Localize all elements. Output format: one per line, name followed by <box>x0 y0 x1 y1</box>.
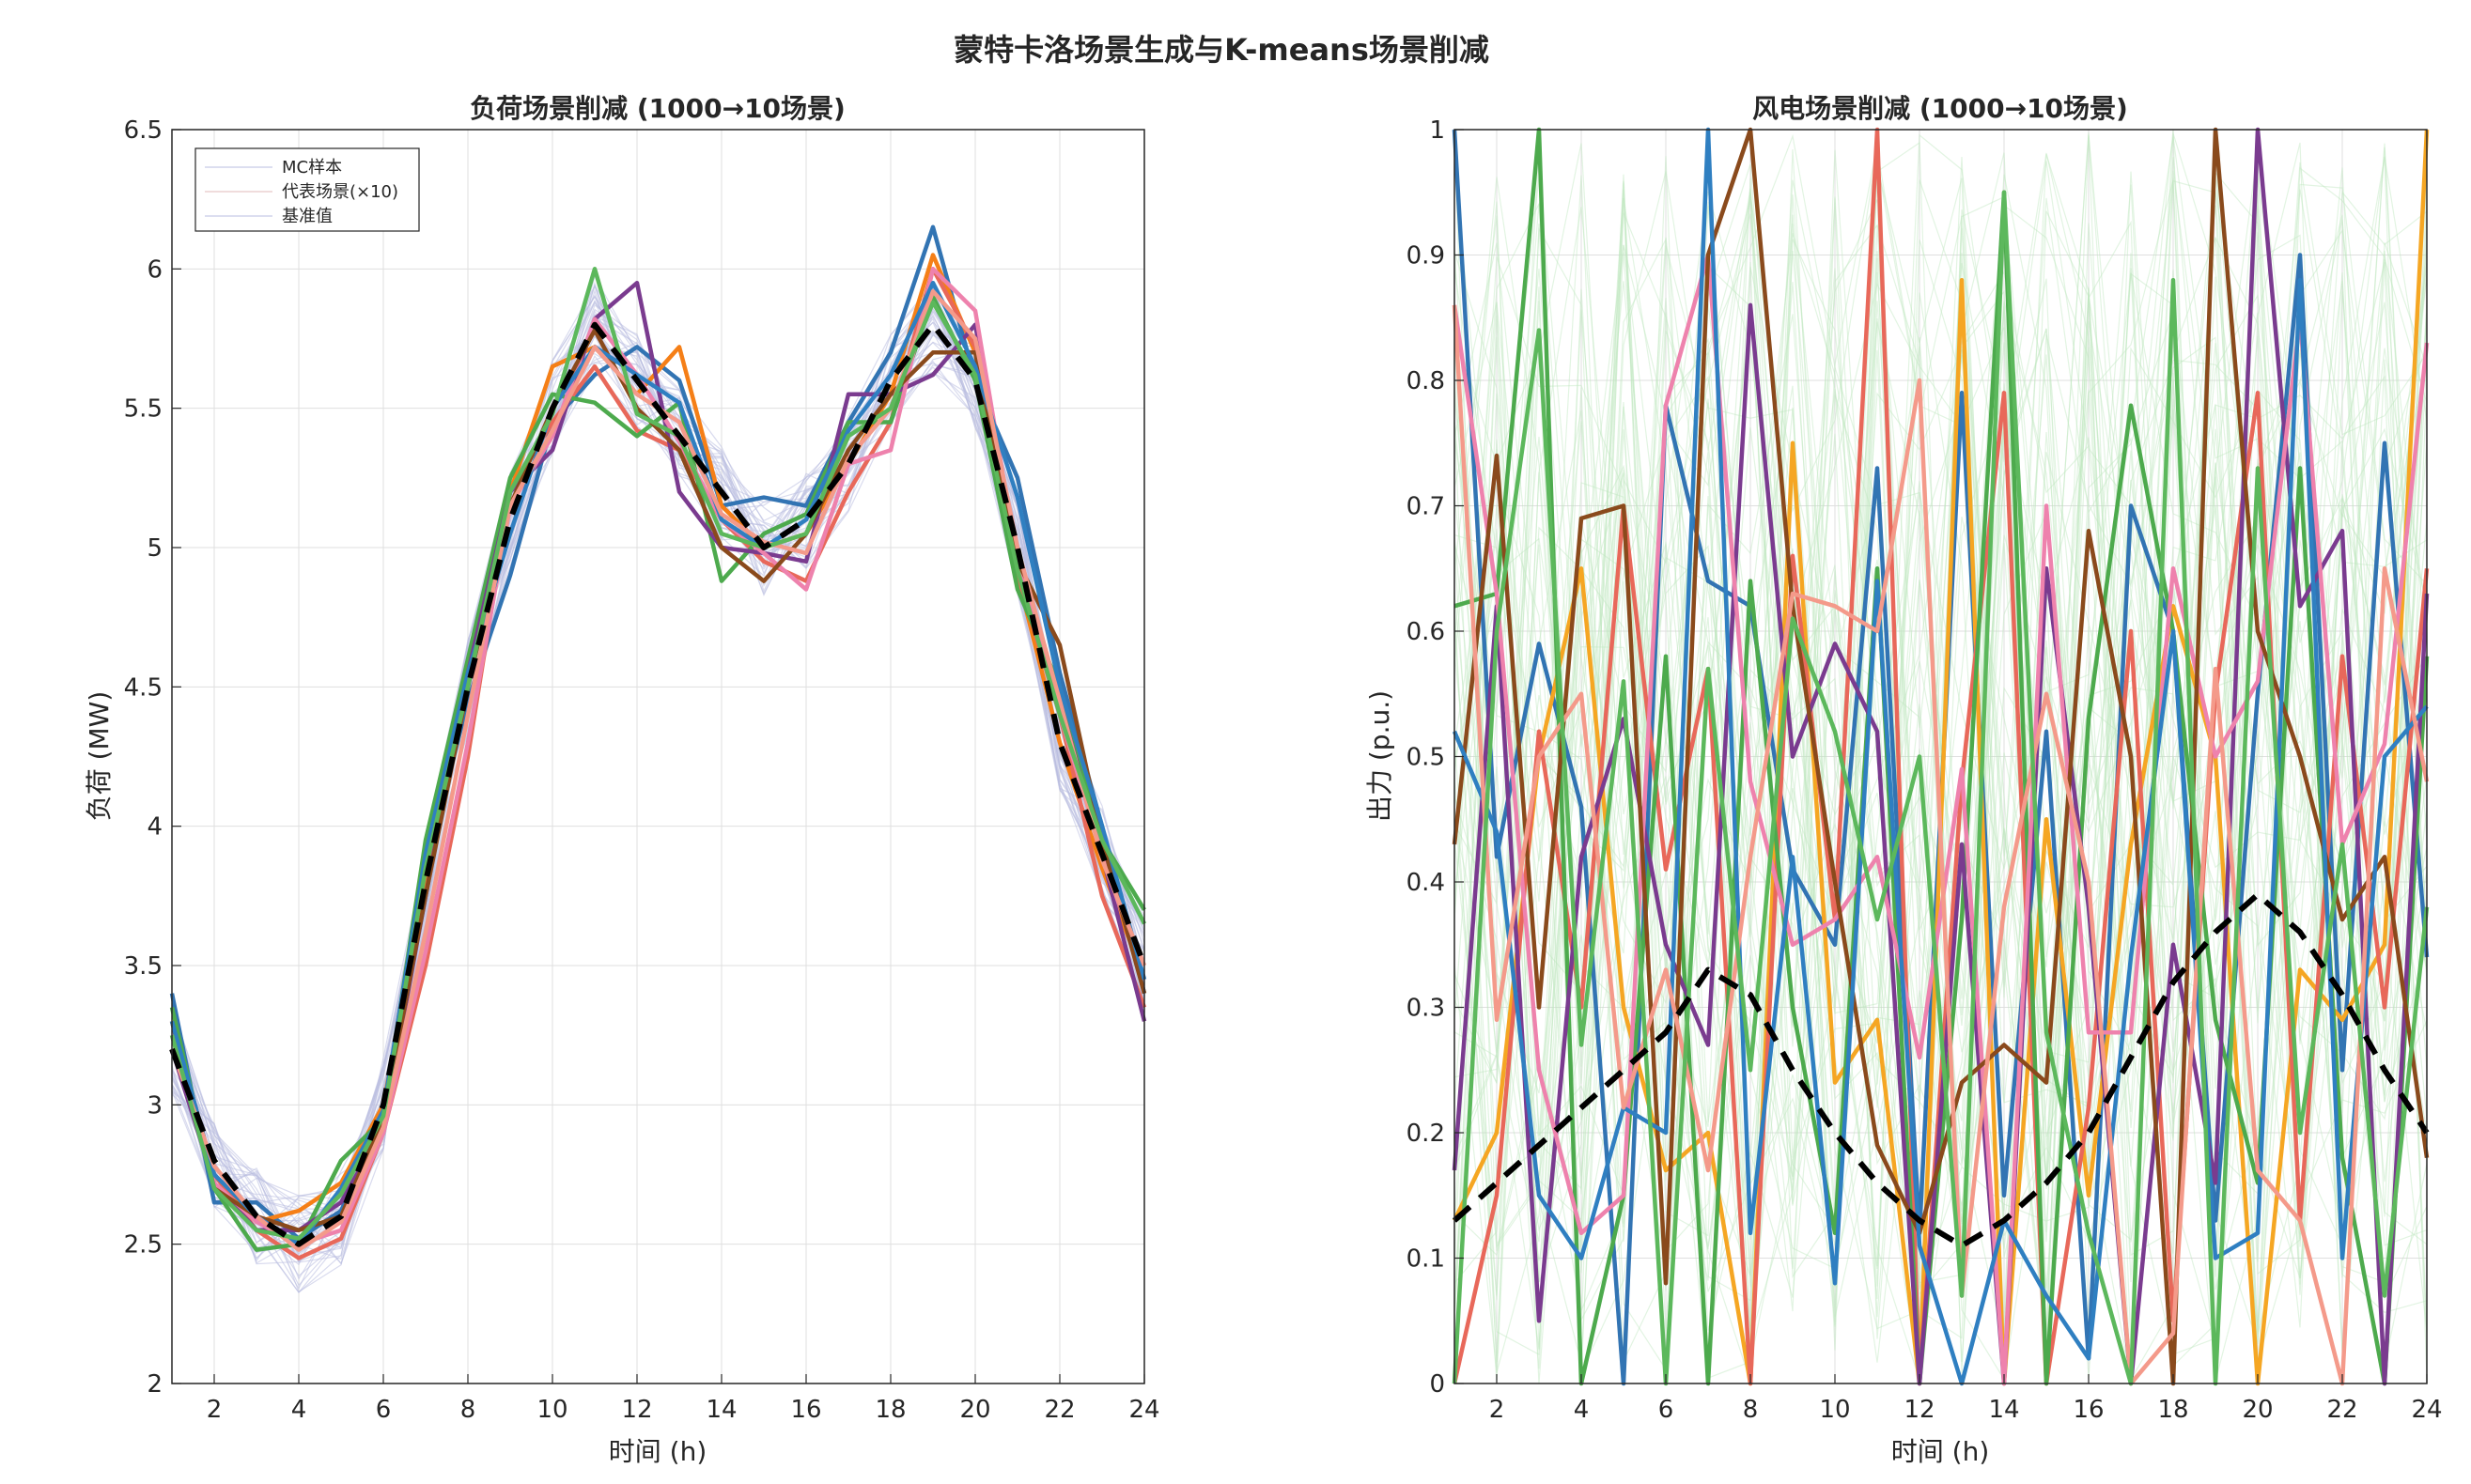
wind-scenario-line <box>1452 127 2430 1386</box>
load-y-tick-label: 2.5 <box>124 1231 163 1260</box>
wind-representative-scenarios <box>1452 127 2430 1386</box>
wind-mc-sample-line <box>1453 136 2428 1384</box>
wind-x-tick-label: 12 <box>1904 1396 1935 1424</box>
load-x-tick-label: 16 <box>790 1396 821 1424</box>
wind-x-tick-label: 18 <box>2157 1396 2188 1424</box>
wind-mc-sample-line <box>1453 165 2428 1340</box>
wind-chart: 2 4 6 8 10 12 14 16 18 20 22 2400.10.20.30.40.50.60… <box>1364 93 2443 1467</box>
wind-mc-sample-line <box>1453 236 2428 1373</box>
load-baseline-line <box>169 321 1147 1247</box>
load-chart-title: 负荷场景削减 (1000→10场景) <box>470 93 846 124</box>
wind-mc-sample-line <box>1453 156 2428 1369</box>
wind-y-tick-label: 0.9 <box>1406 242 1445 271</box>
wind-mc-sample-line <box>1453 244 2428 1355</box>
load-x-tick-label: 14 <box>706 1396 737 1424</box>
wind-mc-sample-line <box>1453 269 2428 1367</box>
wind-scenario-line <box>1452 190 2430 1386</box>
wind-x-tick-label: 4 <box>1574 1396 1590 1424</box>
load-x-tick-label: 2 <box>207 1396 223 1424</box>
wind-y-tick-label: 0.1 <box>1406 1245 1445 1274</box>
load-x-tick-label: 4 <box>291 1396 307 1424</box>
legend-label-mc: MC样本 <box>282 158 342 178</box>
load-y-tick-label: 3 <box>147 1091 163 1120</box>
load-y-tick-label: 6.5 <box>124 116 163 145</box>
load-y-tick-label: 3.5 <box>124 952 163 981</box>
wind-mc-sample-line <box>1453 133 2428 1277</box>
load-baseline <box>169 321 1147 1247</box>
load-x-tick-label: 24 <box>1128 1396 1159 1424</box>
wind-baseline-line <box>1453 891 2430 1249</box>
load-y-tick-label: 5.5 <box>124 395 163 424</box>
wind-x-tick-label: 16 <box>2073 1396 2104 1424</box>
legend-label-representative: 代表场景(×10) <box>282 182 398 202</box>
wind-y-tick-label: 0.3 <box>1406 995 1445 1023</box>
load-x-tick-label: 8 <box>460 1396 476 1424</box>
wind-y-tick-label: 0.8 <box>1406 367 1445 395</box>
wind-mc-sample-line <box>1453 232 2428 1379</box>
load-y-tick-label: 4.5 <box>124 673 163 702</box>
wind-mc-sample-line <box>1453 198 2428 1366</box>
wind-x-axis-label: 时间 (h) <box>1891 1436 1990 1467</box>
load-y-axis-label: 负荷 (MW) <box>84 691 115 822</box>
legend-box <box>194 147 420 232</box>
wind-mc-sample-line <box>1453 163 2428 1284</box>
load-axes-box <box>171 129 1145 1384</box>
wind-x-tick-label: 22 <box>2326 1396 2357 1424</box>
load-y-tick-label: 4 <box>147 813 163 842</box>
load-x-tick-label: 10 <box>536 1396 567 1424</box>
wind-y-tick-label: 0.6 <box>1406 618 1445 646</box>
wind-x-tick-label: 2 <box>1489 1396 1505 1424</box>
load-x-tick-label: 12 <box>621 1396 652 1424</box>
wind-y-tick-label: 0 <box>1429 1370 1445 1399</box>
figure-title: 蒙特卡洛场景生成与K-means场景削减 <box>954 32 1489 68</box>
wind-x-tick-label: 20 <box>2242 1396 2273 1424</box>
wind-x-tick-label: 8 <box>1743 1396 1759 1424</box>
wind-mc-sample-line <box>1453 197 2428 1374</box>
wind-ticks: 2 4 6 8 10 12 14 16 18 20 22 2400.10.20.30.40.50.60… <box>1406 116 2443 1424</box>
wind-chart-title: 风电场景削减 (1000→10场景) <box>1752 93 2128 124</box>
load-y-tick-label: 2 <box>147 1370 163 1399</box>
wind-y-axis-label: 出力 (p.u.) <box>1364 690 1395 822</box>
wind-x-tick-label: 6 <box>1658 1396 1674 1424</box>
wind-scenario-line <box>1452 253 2430 1386</box>
load-x-tick-label: 18 <box>875 1396 906 1424</box>
legend: MC样本 代表场景(×10) 基准值 <box>194 147 420 232</box>
wind-scenario-line <box>1452 127 2429 1386</box>
wind-baseline <box>1453 891 2430 1249</box>
load-x-axis-label: 时间 (h) <box>609 1436 707 1467</box>
wind-y-tick-label: 0.4 <box>1406 869 1445 897</box>
wind-x-tick-label: 24 <box>2411 1396 2442 1424</box>
load-scenario-line <box>169 280 1147 1246</box>
wind-mc-sample-line <box>1453 270 2428 1382</box>
wind-y-tick-label: 1 <box>1429 116 1445 145</box>
wind-mc-sample-line <box>1453 179 2428 1382</box>
load-scenario-line <box>169 267 1147 1241</box>
load-y-tick-label: 6 <box>147 255 163 284</box>
wind-y-tick-label: 0.7 <box>1406 493 1445 521</box>
wind-x-tick-label: 10 <box>1819 1396 1850 1424</box>
wind-scenario-line <box>1452 127 2430 1386</box>
wind-y-tick-label: 0.2 <box>1406 1120 1445 1148</box>
load-x-tick-label: 6 <box>376 1396 392 1424</box>
wind-scenario-line <box>1452 304 2430 1386</box>
load-x-tick-label: 20 <box>959 1396 990 1424</box>
load-y-tick-label: 5 <box>147 534 163 563</box>
legend-label-baseline: 基准值 <box>282 207 333 226</box>
wind-x-tick-label: 14 <box>1988 1396 2019 1424</box>
wind-mc-sample-line <box>1453 278 2428 1322</box>
load-chart: 2 4 6 8 10 12 14 16 18 20 22 2422.533.544.555.566.5… <box>84 93 1160 1467</box>
load-x-tick-label: 22 <box>1044 1396 1075 1424</box>
wind-y-tick-label: 0.5 <box>1406 744 1445 772</box>
